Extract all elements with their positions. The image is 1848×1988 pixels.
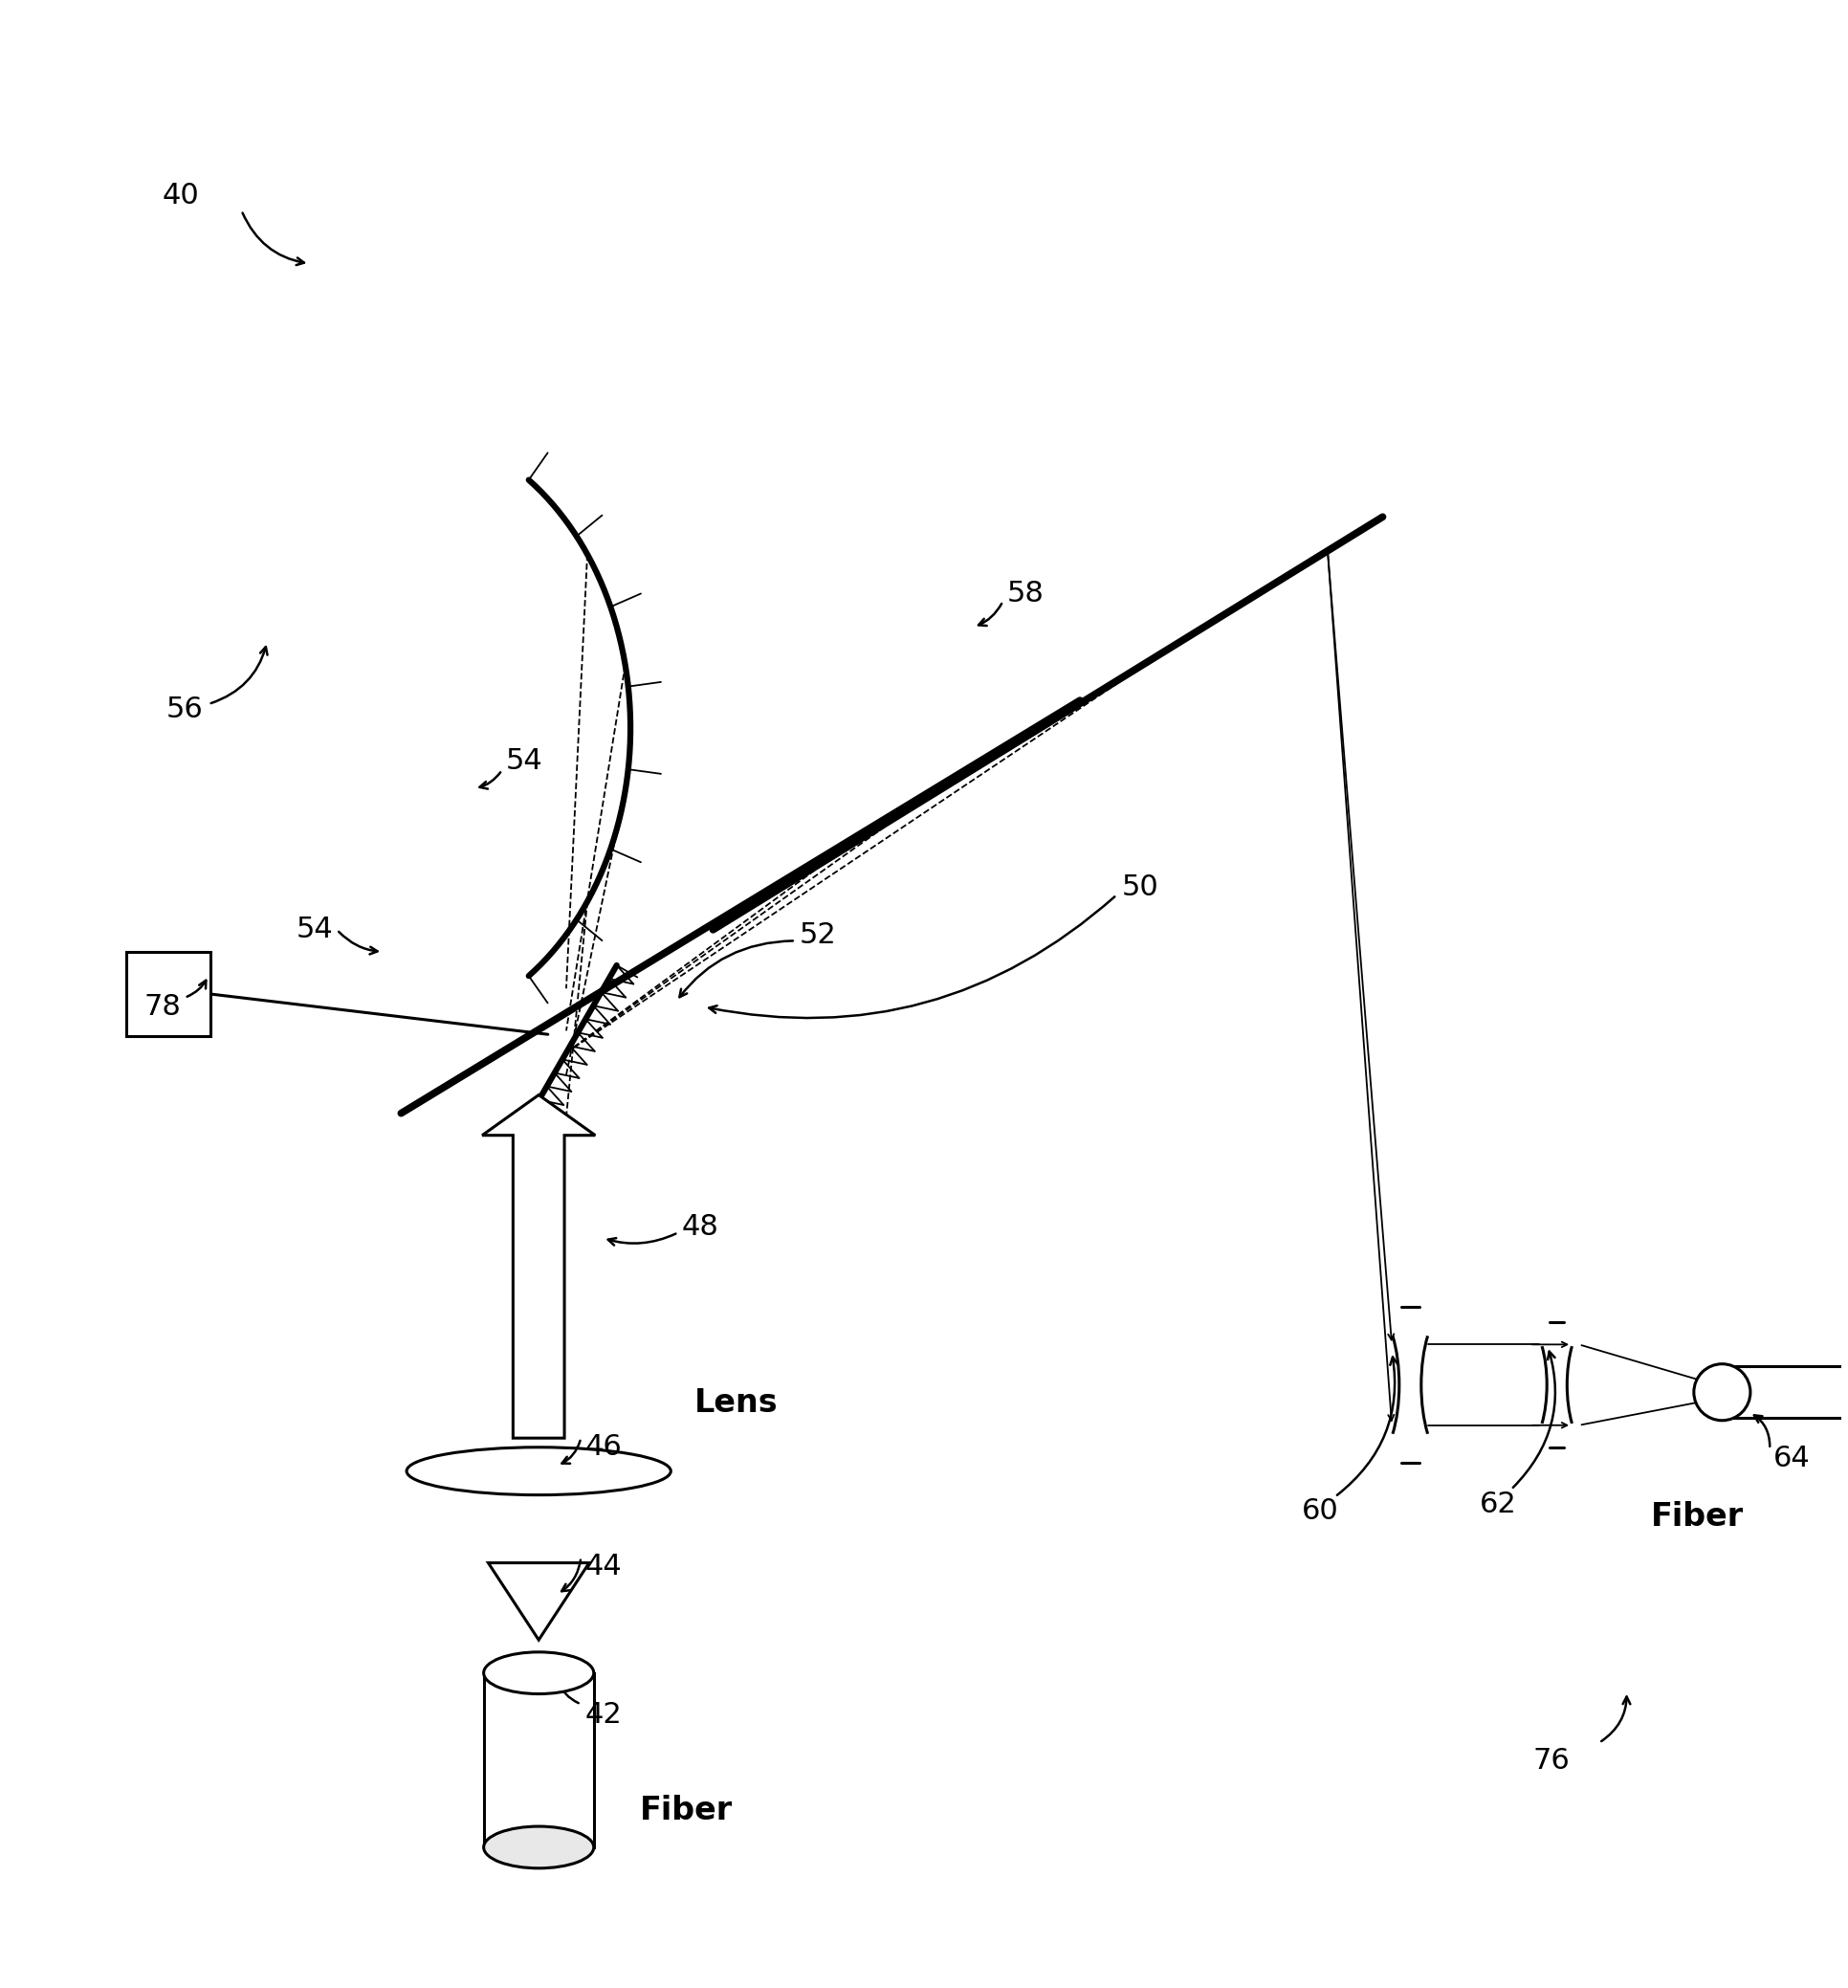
Text: 50: 50 [1122, 873, 1159, 901]
Text: 60: 60 [1303, 1497, 1340, 1525]
Text: Fiber: Fiber [1650, 1501, 1743, 1533]
Bar [484, 1674, 593, 1847]
Bar [126, 952, 211, 1036]
Text: 40: 40 [163, 181, 200, 209]
Circle shape [1695, 1364, 1750, 1421]
Text: 58: 58 [1007, 580, 1044, 608]
Text: 46: 46 [584, 1433, 621, 1461]
Ellipse shape [484, 1652, 593, 1694]
Text: 76: 76 [1534, 1747, 1571, 1775]
Text: 56: 56 [166, 696, 203, 724]
Text: 52: 52 [798, 920, 837, 948]
Polygon shape [488, 1563, 590, 1640]
Ellipse shape [407, 1447, 671, 1495]
Text: 44: 44 [584, 1553, 621, 1580]
Text: 48: 48 [682, 1213, 719, 1241]
Text: Fiber: Fiber [639, 1795, 732, 1827]
Text: 62: 62 [1480, 1491, 1517, 1519]
Bar [1722, 1366, 1848, 1417]
Text: 64: 64 [1774, 1445, 1811, 1473]
Text: 54: 54 [296, 916, 334, 944]
Text: Lens: Lens [695, 1388, 778, 1419]
Text: 54: 54 [506, 747, 543, 775]
Ellipse shape [484, 1827, 593, 1869]
Text: 42: 42 [584, 1702, 621, 1730]
FancyArrow shape [482, 1095, 595, 1437]
Text: 78: 78 [144, 992, 181, 1020]
